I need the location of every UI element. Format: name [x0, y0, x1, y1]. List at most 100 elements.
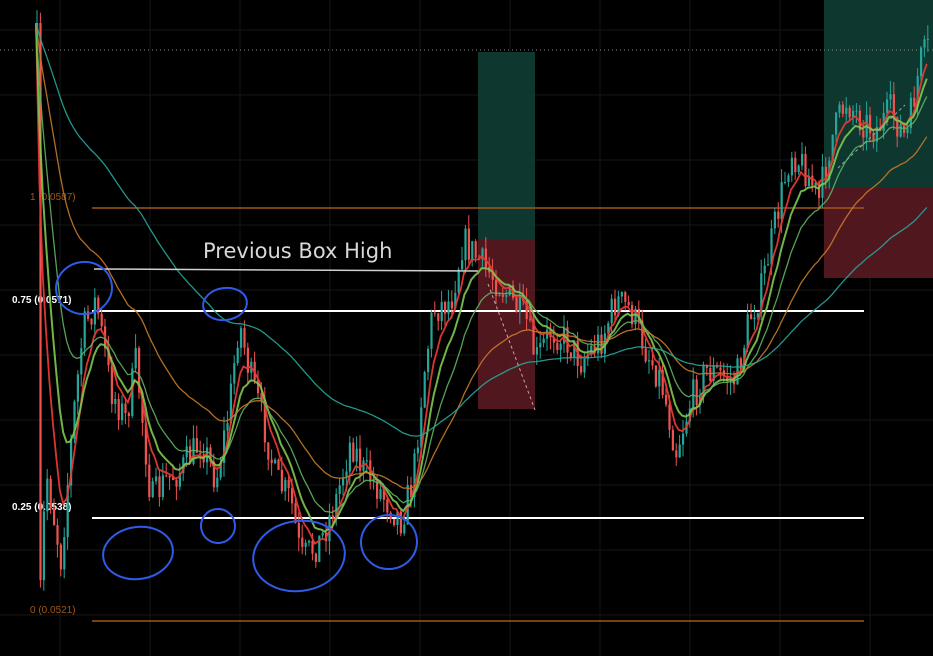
candle-body: [525, 300, 528, 320]
candle-body: [780, 182, 783, 219]
candle-body: [342, 477, 345, 486]
candle-body: [501, 294, 504, 297]
candle-body: [243, 328, 246, 348]
candle-body: [338, 485, 341, 495]
candle-body: [331, 515, 334, 519]
candle-body: [617, 296, 620, 316]
candle-body: [644, 348, 647, 362]
candle-body: [855, 110, 858, 112]
candle-body: [705, 364, 708, 368]
candle-body: [308, 540, 311, 543]
candle-body: [461, 260, 464, 270]
candle-body: [491, 272, 494, 280]
candle-body: [556, 342, 559, 351]
candle-body: [178, 473, 181, 487]
candle-body: [838, 104, 841, 113]
candle-body: [131, 368, 134, 417]
candle-body: [913, 97, 916, 107]
fib-level-label: 1 (0.0587): [30, 192, 76, 203]
candle-body: [260, 393, 263, 400]
candle-body: [321, 532, 324, 536]
candle-body: [614, 298, 617, 316]
candle-body: [665, 395, 668, 405]
candle-body: [233, 363, 236, 384]
hand-drawn-circle: [252, 519, 346, 593]
candle-body: [716, 365, 719, 368]
candle-body: [804, 153, 807, 187]
candle-body: [661, 369, 664, 396]
candle-body: [73, 401, 76, 439]
candle-body: [498, 294, 501, 296]
candle-body: [569, 352, 572, 358]
candle-body: [348, 442, 351, 472]
candle-body: [753, 317, 756, 320]
candle-body: [53, 508, 56, 526]
candle-body: [467, 228, 470, 260]
candle-body: [246, 347, 249, 373]
previous-box-high-line: [93, 268, 479, 272]
candle-body: [695, 379, 698, 405]
candle-body: [393, 518, 396, 525]
candle-body: [212, 461, 215, 488]
candle-body: [505, 295, 508, 297]
candle-body: [294, 503, 297, 523]
candle-body: [909, 97, 912, 129]
candle-body: [413, 453, 416, 498]
ema-line-90: [35, 22, 928, 437]
candle-body: [110, 365, 113, 404]
candle-body: [403, 524, 406, 534]
candle-body: [756, 313, 759, 318]
candle-body: [267, 442, 270, 460]
candle-body: [767, 264, 770, 266]
candle-body: [199, 452, 202, 455]
candle-body: [920, 47, 923, 77]
candle-body: [134, 348, 137, 369]
candle-body: [80, 348, 83, 375]
candle-body: [824, 166, 827, 180]
candle-body: [175, 479, 178, 487]
candle-body: [739, 358, 742, 370]
candle-body: [736, 358, 739, 385]
forecast-dashed-line: [487, 283, 536, 411]
candle-body: [49, 478, 52, 509]
ema-line-6: [35, 22, 928, 545]
long-position-target-zone: [478, 52, 535, 239]
candle-body: [433, 312, 436, 314]
candle-body: [726, 376, 729, 382]
candle-body: [420, 407, 423, 448]
candle-body: [450, 301, 453, 309]
candle-body: [862, 130, 865, 138]
candle-body: [70, 438, 73, 486]
candle-body: [189, 446, 192, 464]
candle-body: [165, 475, 168, 477]
candle-body: [784, 182, 787, 184]
candle-body: [495, 279, 498, 296]
candle-body: [97, 297, 100, 314]
candle-body: [219, 462, 222, 478]
candle-body: [141, 392, 144, 423]
candle-body: [185, 446, 188, 458]
candle-body: [386, 499, 389, 513]
candle-body: [379, 489, 382, 499]
candle-body: [148, 464, 151, 498]
candle-body: [484, 248, 487, 267]
candle-body: [845, 107, 848, 114]
candle-body: [763, 265, 766, 274]
candle-body: [59, 544, 62, 570]
candle-body: [291, 488, 294, 504]
candle-body: [46, 478, 49, 512]
candle-body: [345, 471, 348, 478]
candle-body: [464, 228, 467, 261]
candle-body: [916, 76, 919, 107]
candle-body: [121, 403, 124, 421]
candle-body: [675, 450, 678, 458]
candle-body: [801, 153, 804, 166]
candle-body: [821, 166, 824, 198]
candle-body: [318, 535, 321, 562]
candle-body: [719, 367, 722, 371]
candle-body: [831, 134, 834, 161]
candle-body: [457, 269, 460, 293]
candle-body: [773, 211, 776, 229]
